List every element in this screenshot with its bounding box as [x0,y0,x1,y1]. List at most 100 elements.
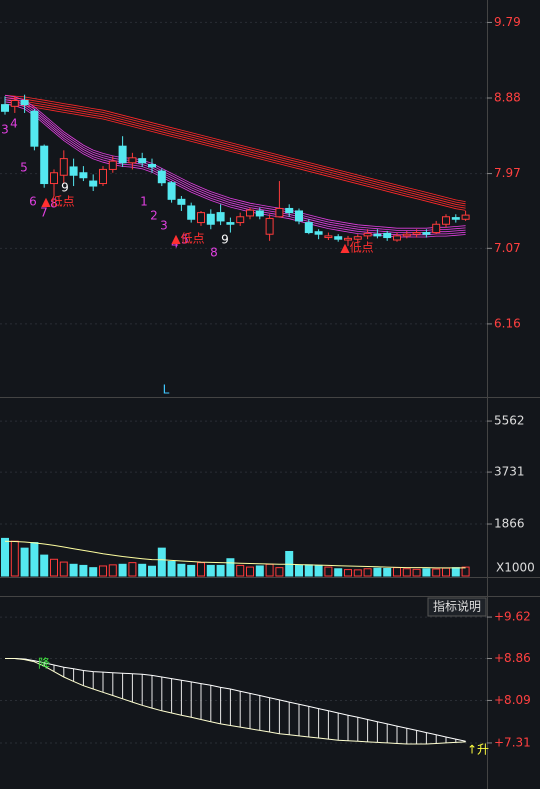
y-tick-label: 9.79 [494,15,521,29]
candle-body [99,168,107,185]
candle-body [177,198,186,205]
line [5,658,466,745]
annotation: 4 [171,237,179,251]
volume-bar [461,566,470,577]
candle-body [255,210,264,217]
candle-body [1,104,9,112]
y-tick-label: 8.88 [494,91,521,105]
volume-bar [353,569,362,577]
volume-bar [89,567,98,577]
candle-body [40,145,49,185]
candle-body [324,235,333,239]
annotation: 7 [40,206,48,220]
annotation: 5 [20,161,28,175]
volume-bar [265,563,274,577]
line [4,99,466,234]
volume-bar [432,568,441,577]
candle-body [304,222,313,234]
volume-bar [422,568,431,577]
candle-body [226,222,235,225]
candle-body [451,217,460,220]
candle-body [393,235,401,241]
line [4,94,466,202]
volume-bar [236,564,245,577]
volume-bar [148,565,156,577]
annotation: 降 [38,657,50,671]
annotation: ↑升 [467,743,489,757]
y-tick-label: +9.62 [494,610,531,624]
line [4,99,466,207]
candle-body [206,213,215,225]
volume-bar [226,558,235,577]
volume-bar [412,568,421,577]
button-label[interactable]: 指标说明 [433,599,481,614]
volume-bar [206,564,215,577]
line [5,658,466,742]
candle-body [157,170,166,184]
candle-body [442,216,450,225]
volume-bar [167,561,176,577]
candle-body [373,233,382,237]
annotation: 3 [160,219,168,233]
volume-bar [344,569,352,577]
volume-bar [118,563,127,577]
y-tick-label: 3731 [494,465,525,479]
indicator-button[interactable] [427,597,487,617]
annotation: 4 [10,117,18,131]
candle-body [334,236,343,240]
candle-body [187,205,196,220]
volume-bar [402,568,411,577]
annotation: ▲低点 [171,232,204,246]
volume-bar [59,561,68,577]
volume-bar [275,567,284,577]
volume-bar [99,565,107,577]
volume-bar [157,547,166,577]
volume-bar [363,568,372,577]
candle-body [138,158,147,164]
candle-body [314,231,323,235]
candle-body [30,110,39,147]
y-tick-label: 1866 [494,517,525,531]
candle-body [353,236,362,240]
volume-bar [10,540,19,577]
candle-body [50,172,58,185]
volume-bar [373,567,382,577]
y-tick-label: +7.31 [494,735,531,749]
candle-body [275,207,284,218]
candle-body [402,233,411,237]
volume-bar [383,567,392,577]
candle-body [197,212,205,224]
annotation: ▲低点 [41,195,74,209]
line [4,97,466,205]
volume-bar [40,554,49,577]
annotation: 9 [221,233,229,247]
candle-body [383,232,392,239]
candle-body [412,232,421,235]
y-tick-label: 7.97 [494,166,521,180]
y-tick-label: 6.16 [494,316,521,330]
volume-bar [324,566,333,577]
line [4,94,466,229]
volume-bar [177,563,186,577]
line [4,540,466,569]
candle-body [148,163,156,168]
line [4,101,466,209]
y-tick-label: 5562 [494,414,525,428]
annotation: 5 [181,233,189,247]
y-tick-label: +8.86 [494,651,531,665]
candle-body [265,217,274,235]
candle-body [89,180,98,187]
volume-bar [285,550,294,577]
volume-bar [255,565,264,577]
volume-bar [295,564,303,577]
annotation: 6 [29,195,37,209]
volume-bar [20,547,29,577]
candle-body [246,209,254,217]
volume-bar [334,568,343,577]
candle-body [344,237,352,241]
line [4,103,466,211]
volume-bar [314,564,323,577]
volume-bar [50,558,58,577]
